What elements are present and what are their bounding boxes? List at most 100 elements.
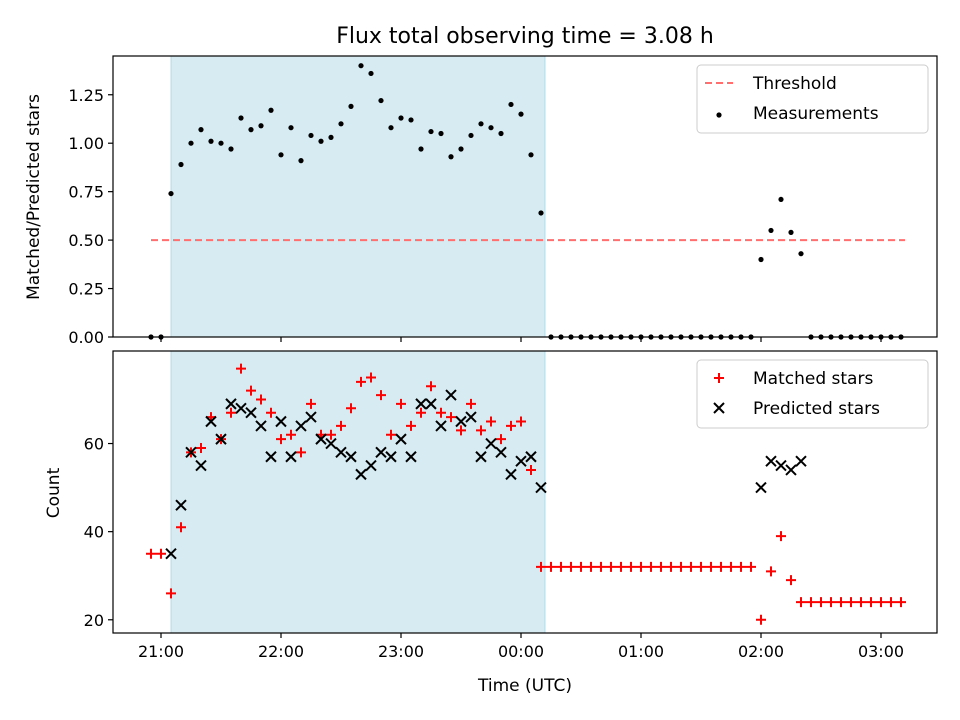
data-point [295, 420, 307, 432]
legend-label: Threshold [752, 74, 837, 94]
data-point [415, 398, 427, 410]
data-point [166, 588, 176, 599]
data-point [375, 446, 387, 459]
data-point [495, 446, 507, 459]
data-point [416, 407, 426, 418]
data-point [765, 455, 777, 467]
y-tick-label: 1.00 [68, 134, 104, 153]
data-point [146, 548, 156, 559]
y-tick-label: 0.75 [68, 183, 104, 202]
data-point [356, 376, 366, 387]
data-point [238, 115, 244, 121]
data-point [355, 468, 367, 481]
data-point [398, 115, 404, 121]
data-point [286, 429, 296, 440]
axes-frame [112, 350, 938, 634]
data-point [175, 499, 187, 511]
data-point [428, 128, 434, 135]
data-point [366, 372, 376, 383]
data-point [358, 63, 364, 69]
legend-box [696, 359, 929, 429]
data-point [406, 420, 416, 431]
data-point [345, 451, 357, 463]
data-point [196, 442, 206, 453]
data-point [438, 130, 444, 137]
data-point [796, 597, 806, 608]
data-point [446, 412, 456, 423]
data-point [176, 522, 186, 533]
data-point [736, 561, 746, 572]
data-point [455, 415, 467, 428]
data-point [255, 420, 267, 432]
data-point [338, 121, 344, 127]
data-point [826, 597, 836, 608]
data-point [448, 154, 454, 160]
data-point [778, 196, 784, 203]
data-point [515, 455, 527, 467]
data-point [566, 561, 576, 572]
y-tick-label: 0.00 [68, 328, 104, 347]
x-tick-label: 21:00 [138, 642, 184, 661]
data-point [756, 614, 766, 625]
data-point [488, 125, 494, 131]
data-point [498, 130, 504, 137]
x-tick-label: 02:00 [738, 642, 784, 661]
data-point [408, 117, 414, 123]
data-point [516, 416, 526, 427]
data-point [325, 437, 337, 450]
data-point [816, 597, 826, 608]
y-tick-label: 60 [84, 435, 104, 454]
data-point [208, 138, 214, 144]
legend-marker [713, 402, 725, 414]
data-point [178, 161, 184, 168]
data-point [458, 146, 464, 152]
legend-marker [714, 373, 724, 383]
top-y-axis-label: Matched/Predicted stars [24, 94, 44, 300]
data-point [576, 561, 586, 572]
data-point [508, 101, 514, 108]
data-point [768, 227, 774, 234]
data-point [385, 451, 397, 463]
data-point [556, 561, 566, 572]
data-point [758, 256, 764, 263]
data-point [445, 389, 457, 401]
x-tick-label: 00:00 [498, 642, 544, 661]
y-tick-label: 1.25 [68, 86, 104, 105]
data-point [528, 152, 534, 158]
data-point [318, 138, 324, 144]
legend-label: Matched stars [753, 369, 873, 389]
x-tick-label: 01:00 [618, 642, 664, 661]
data-point [626, 561, 636, 572]
data-point [606, 561, 616, 572]
x-tick-label: 22:00 [258, 642, 304, 661]
data-point [215, 433, 227, 445]
data-point [168, 190, 174, 197]
data-point [788, 229, 794, 235]
data-point [775, 459, 787, 472]
data-point [278, 152, 284, 158]
y-tick-label: 20 [84, 611, 104, 630]
data-point [285, 451, 297, 463]
data-point [236, 363, 246, 374]
data-point [308, 132, 314, 139]
data-point [806, 597, 816, 608]
data-point [368, 70, 374, 77]
y-tick-label: 0.25 [68, 280, 104, 299]
data-point [426, 381, 436, 392]
legend-box [696, 64, 929, 134]
data-point [486, 416, 496, 427]
data-point [435, 420, 447, 432]
data-point [266, 407, 276, 418]
data-point [526, 464, 536, 475]
data-point [636, 561, 646, 572]
data-point [846, 597, 856, 608]
chart-title: Flux total observing time = 3.08 h [336, 24, 714, 49]
x-tick-label: 23:00 [378, 642, 424, 661]
data-point [466, 398, 476, 409]
data-point [245, 406, 257, 419]
data-point [256, 394, 266, 405]
data-point [405, 451, 417, 463]
data-point [275, 415, 287, 428]
data-point [706, 561, 716, 572]
data-point [456, 425, 466, 436]
